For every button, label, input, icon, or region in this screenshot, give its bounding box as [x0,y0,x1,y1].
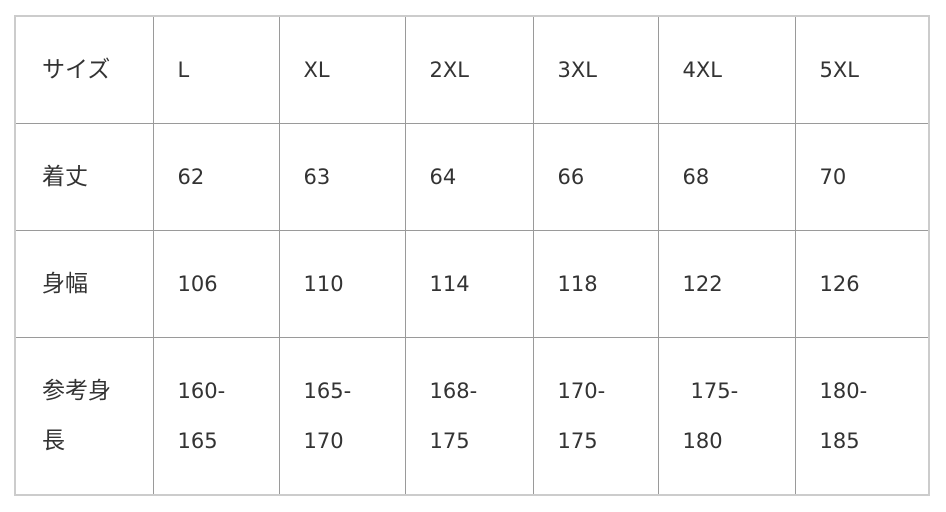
table-cell: 160- 165 [152,337,280,496]
table-cell: 4XL [657,15,796,124]
table-cell: 2XL [404,15,534,124]
row-header-cell: サイズ [14,15,154,124]
cell-line: 175 [429,429,470,453]
cell-line: 165- [303,379,352,403]
cell-line: 170- [557,379,606,403]
table-cell: 68 [657,123,796,231]
cell-line: 168- [429,379,478,403]
table-cell: XL [278,15,406,124]
table-cell: 122 [657,230,796,338]
width-row: 身幅 106 110 114 118 122 126 [14,230,930,338]
table-cell: 5XL [794,15,930,124]
size-row: サイズ L XL 2XL 3XL 4XL 5XL [14,15,930,124]
cell-line: 165 [177,429,218,453]
table-cell: 110 [278,230,406,338]
cell-line: 175- [690,379,739,403]
height-row: 参考身長 160- 165 165- 170 168- 175 170- 175 175- 180 1… [14,337,930,496]
table-cell: 66 [532,123,659,231]
row-header-cell: 身幅 [14,230,154,338]
table-cell: 168- 175 [404,337,534,496]
table-cell: 106 [152,230,280,338]
cell-line: 180 [682,429,723,453]
size-chart-table: サイズ L XL 2XL 3XL 4XL 5XL 着丈 62 63 64 66 68 70 身幅 106 110… [14,15,930,496]
table-cell: L [152,15,280,124]
table-cell: 62 [152,123,280,231]
cell-line: 175 [557,429,598,453]
table-cell: 165- 170 [278,337,406,496]
table-cell: 175- 180 [657,337,796,496]
table-cell: 70 [794,123,930,231]
row-header-cell: 参考身長 [14,337,154,496]
cell-line: 160- [177,379,226,403]
cell-line: 185 [819,429,860,453]
table-cell: 170- 175 [532,337,659,496]
cell-line: 180- [819,379,868,403]
table-cell: 126 [794,230,930,338]
table-cell: 114 [404,230,534,338]
row-header-label: 参考身長 [42,378,111,454]
table-cell: 180- 185 [794,337,930,496]
length-row: 着丈 62 63 64 66 68 70 [14,123,930,231]
table-cell: 118 [532,230,659,338]
row-header-cell: 着丈 [14,123,154,231]
cell-line: 170 [303,429,344,453]
table-cell: 64 [404,123,534,231]
table-cell: 3XL [532,15,659,124]
table-cell: 63 [278,123,406,231]
